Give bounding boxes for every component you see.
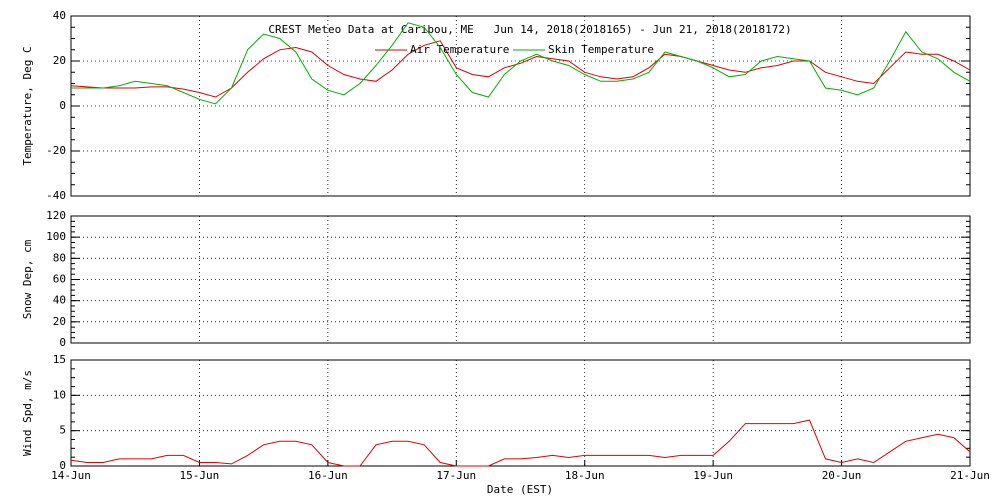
plot-frame [70,359,971,467]
y-tick-label: -20 [46,144,66,157]
x-tick-label: 19-Jun [693,469,733,482]
x-axis-label: Date (EST) [487,483,553,496]
y-tick-label: 80 [53,251,66,264]
y-tick-label: 40 [53,9,66,22]
y-tick-label: 120 [46,209,66,222]
y-tick-label: 60 [53,273,66,286]
y-axis-label: Temperature, Deg C [21,46,34,165]
y-axis-label: Snow Dep, cm [21,239,34,319]
data-line [70,419,971,467]
chart-title: CREST Meteo Data at Caribou, ME Jun 14, … [268,23,791,36]
y-tick-label: 10 [53,388,66,401]
x-tick-label: 20-Jun [822,469,862,482]
x-tick-label: 18-Jun [565,469,605,482]
x-tick-label: 14-Jun [51,469,91,482]
legend-label: Skin Temperature [548,43,654,56]
x-tick-label: 15-Jun [180,469,220,482]
y-tick-label: 40 [53,294,66,307]
y-tick-label: 0 [59,99,66,112]
y-tick-label: 20 [53,315,66,328]
x-tick-label: 17-Jun [436,469,476,482]
data-line [71,22,971,105]
y-axis-label: Wind Spd, m/s [21,370,34,456]
y-tick-label: 15 [53,353,66,366]
y-tick-label: 0 [59,336,66,349]
y-tick-label: 5 [59,424,66,437]
y-tick-label: 0 [59,459,66,472]
y-tick-label: 100 [46,230,66,243]
data-line [70,40,971,98]
y-tick-label: 20 [53,54,66,67]
x-tick-label: 16-Jun [308,469,348,482]
y-tick-label: -40 [46,189,66,202]
legend-label: Air Temperature [410,43,509,56]
x-tick-label: 21-Jun [950,469,990,482]
